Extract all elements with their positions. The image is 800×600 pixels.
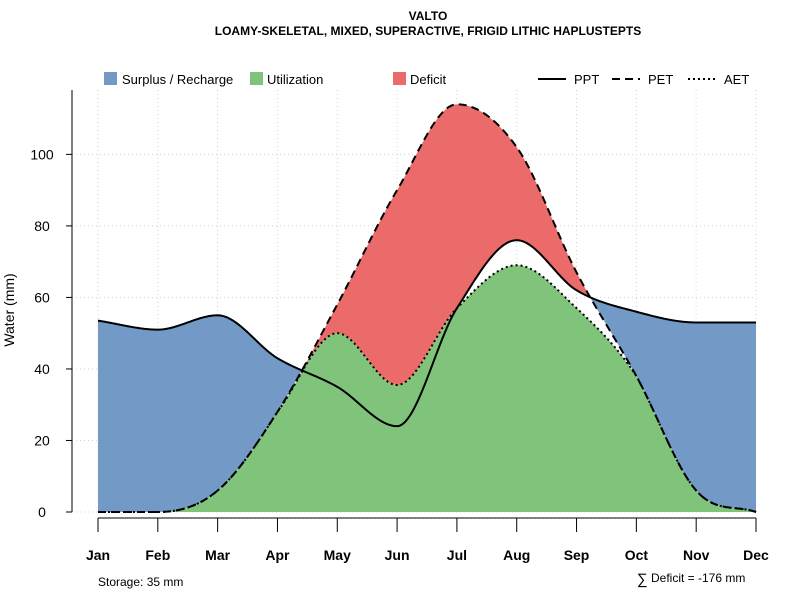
series-line-ppt: [97, 239, 756, 428]
x-tick-label: Aug: [503, 547, 530, 563]
axes: 0 20 40 60 80 100 Jan Feb Mar Apr May Jun Jul Aug Sep O…: [30, 90, 769, 563]
x-tick-label: Apr: [265, 547, 290, 563]
y-tick-label: 20: [34, 432, 50, 448]
x-tick-label: Oct: [625, 547, 649, 563]
y-tick-label: 100: [30, 146, 54, 162]
x-tick-label: Mar: [205, 547, 230, 563]
legend-label: Deficit: [410, 72, 447, 87]
x-tick-label: Dec: [743, 547, 769, 563]
legend-label: PPT: [574, 72, 599, 87]
y-tick-label: 60: [34, 289, 50, 305]
y-tick-label: 0: [38, 504, 46, 520]
chart-subtitle: LOAMY-SKELETAL, MIXED, SUPERACTIVE, FRIG…: [215, 24, 641, 38]
x-tick-label: Feb: [145, 547, 170, 563]
y-tick-label: 40: [34, 361, 50, 377]
legend-swatch-deficit: [393, 72, 406, 85]
chart-title: VALTO: [409, 9, 448, 23]
x-tick-label: Jul: [447, 547, 467, 563]
y-tick-label: 80: [34, 218, 50, 234]
x-tick-label: Sep: [564, 547, 590, 563]
utilization-area: [98, 265, 756, 512]
y-axis-label: Water (mm): [1, 273, 17, 346]
legend-swatch-surplus-recharge: [104, 72, 117, 85]
legend-label: Utilization: [267, 72, 323, 87]
deficit-annotation: Deficit = -176 mm: [651, 571, 745, 585]
storage-annotation: Storage: 35 mm: [98, 575, 183, 589]
legend-label: AET: [724, 72, 749, 87]
deficit-sum-symbol: ∑: [637, 571, 648, 588]
x-tick-label: Nov: [683, 547, 710, 563]
x-tick-label: Jun: [385, 547, 410, 563]
legend-label: Surplus / Recharge: [122, 72, 233, 87]
series-line-pet: [98, 103, 757, 513]
legend-label: PET: [648, 72, 673, 87]
series-line-aet: [98, 264, 757, 513]
series-lines: [97, 103, 757, 513]
surplus-recharge-area: [98, 240, 756, 512]
x-tick-label: May: [324, 547, 351, 563]
x-tick-label: Jan: [86, 547, 110, 563]
legend: Surplus / Recharge Utilization Deficit PPT P…: [104, 72, 749, 87]
area-fills: [98, 104, 756, 512]
deficit-area: [98, 104, 756, 512]
legend-swatch-utilization: [250, 72, 263, 85]
